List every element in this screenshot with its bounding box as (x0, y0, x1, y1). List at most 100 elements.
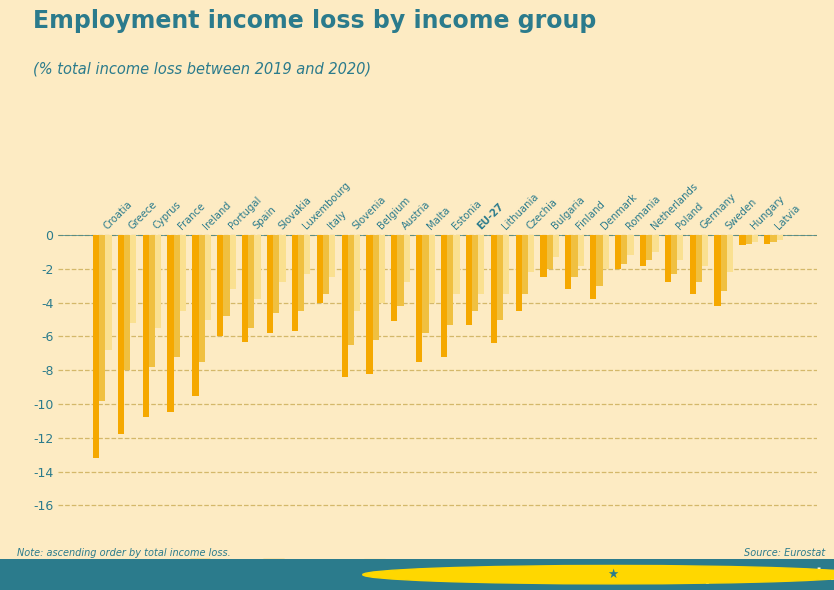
Text: Hungary: Hungary (749, 194, 786, 231)
Text: Bulgaria: Bulgaria (550, 195, 586, 231)
Text: Croatia: Croatia (103, 199, 134, 231)
Bar (198, 235, 205, 362)
Bar (249, 235, 254, 328)
Bar (596, 235, 603, 286)
Bar (254, 235, 261, 299)
Bar (546, 235, 553, 269)
Bar (329, 235, 335, 277)
Bar (217, 235, 224, 336)
Bar (304, 235, 310, 274)
Bar (466, 235, 472, 325)
Bar (447, 235, 454, 325)
Text: Employment income loss by income group: Employment income loss by income group (33, 9, 597, 33)
Text: ★: ★ (607, 568, 619, 581)
Bar (671, 235, 677, 274)
Text: Estonia: Estonia (450, 198, 484, 231)
Text: Finland: Finland (575, 198, 607, 231)
Text: Latvia: Latvia (773, 202, 802, 231)
Text: Spain: Spain (251, 204, 279, 231)
Text: Czechia: Czechia (525, 196, 560, 231)
Bar (323, 235, 329, 294)
Bar (590, 235, 596, 299)
Bar (739, 235, 746, 245)
Legend: Low, Medium, High: Low, Medium, High (189, 559, 428, 573)
Bar (93, 235, 99, 458)
Text: Belgium: Belgium (375, 195, 412, 231)
Bar (366, 235, 373, 373)
Bar (391, 235, 398, 322)
Bar (317, 235, 323, 303)
Bar (422, 235, 429, 333)
Bar (490, 235, 497, 343)
Text: EU-27: EU-27 (475, 201, 505, 231)
Bar (746, 235, 751, 244)
Text: Austria: Austria (400, 199, 433, 231)
Bar (398, 235, 404, 306)
Text: (% total income loss between 2019 and 2020): (% total income loss between 2019 and 20… (33, 62, 371, 77)
Bar (298, 235, 304, 311)
Bar (571, 235, 578, 277)
Text: Denmark: Denmark (600, 192, 639, 231)
Bar (341, 235, 348, 377)
Text: Malta: Malta (425, 204, 452, 231)
Text: Luxembourg: Luxembourg (301, 180, 352, 231)
Text: Germany: Germany (699, 192, 738, 231)
Bar (292, 235, 298, 332)
Bar (242, 235, 249, 342)
Bar (478, 235, 485, 294)
Bar (646, 235, 652, 261)
Bar (267, 235, 273, 333)
Bar (721, 235, 727, 291)
Bar (497, 235, 503, 320)
Bar (354, 235, 360, 311)
Bar (696, 235, 702, 283)
Bar (727, 235, 733, 273)
Bar (652, 235, 659, 252)
Bar (702, 235, 708, 266)
Bar (603, 235, 609, 269)
Text: Slovakia: Slovakia (276, 194, 313, 231)
Text: Ireland: Ireland (202, 199, 234, 231)
Bar (776, 235, 783, 240)
Bar (148, 235, 155, 367)
Bar (348, 235, 354, 345)
Bar (690, 235, 696, 294)
Text: Greece: Greece (127, 199, 159, 231)
Bar (615, 235, 621, 269)
Bar (155, 235, 161, 328)
Bar (379, 235, 385, 303)
Bar (124, 235, 130, 370)
Text: Netherlands: Netherlands (649, 181, 700, 231)
Text: Lithuania: Lithuania (500, 191, 540, 231)
Bar (99, 235, 105, 401)
Text: Note: ascending order by total income loss.: Note: ascending order by total income lo… (17, 548, 230, 558)
Bar (441, 235, 447, 357)
Bar (764, 235, 771, 244)
Text: ec.europa.eu/eurostat: ec.europa.eu/eurostat (634, 566, 834, 584)
Bar (503, 235, 510, 294)
Bar (640, 235, 646, 266)
Bar (205, 235, 211, 320)
Bar (771, 235, 776, 242)
Bar (416, 235, 422, 362)
Bar (454, 235, 460, 294)
Text: Romania: Romania (625, 193, 662, 231)
Bar (677, 235, 683, 261)
Bar (143, 235, 148, 418)
Bar (522, 235, 528, 294)
Bar (553, 235, 559, 257)
Bar (515, 235, 522, 311)
Bar (279, 235, 285, 283)
Bar (168, 235, 173, 412)
Bar (105, 235, 112, 350)
Bar (715, 235, 721, 306)
Bar (621, 235, 627, 264)
Text: Poland: Poland (674, 201, 705, 231)
Bar (565, 235, 571, 289)
Bar (180, 235, 186, 311)
Bar (751, 235, 758, 242)
Bar (273, 235, 279, 313)
Bar (578, 235, 584, 266)
Text: Slovenia: Slovenia (351, 194, 388, 231)
Text: Italy: Italy (326, 209, 349, 231)
